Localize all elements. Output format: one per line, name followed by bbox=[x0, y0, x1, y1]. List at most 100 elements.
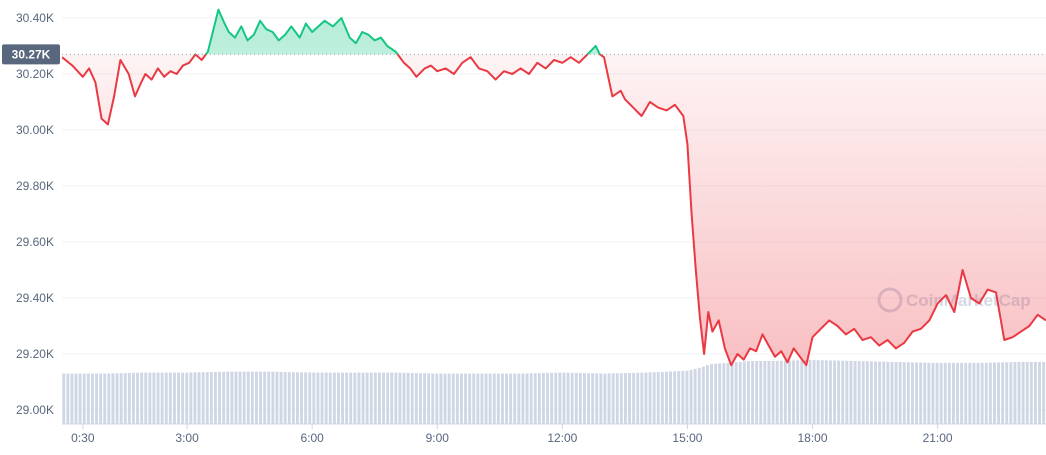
volume-bar bbox=[144, 372, 148, 424]
volume-bar bbox=[874, 361, 877, 424]
volume-bar bbox=[988, 362, 992, 424]
volume-bar bbox=[771, 360, 775, 424]
volume-bar bbox=[496, 373, 500, 424]
volume-bar bbox=[886, 361, 890, 424]
volume-bar bbox=[152, 372, 156, 424]
x-tick-label-1: 3:00 bbox=[175, 431, 199, 445]
price-areas bbox=[62, 9, 1046, 366]
volume-bar bbox=[1025, 361, 1029, 424]
volume-bar bbox=[189, 372, 193, 424]
volume-bar bbox=[624, 373, 627, 424]
volume-bar bbox=[747, 361, 750, 424]
volume-bar bbox=[505, 373, 508, 424]
volume-bar bbox=[480, 373, 484, 424]
volume-bar bbox=[976, 362, 980, 424]
volume-bar bbox=[947, 362, 951, 424]
volume-bar bbox=[804, 360, 808, 424]
volume-bar bbox=[993, 362, 996, 424]
volume-bar bbox=[488, 373, 492, 424]
volume-bar bbox=[378, 372, 381, 424]
volume-bar bbox=[755, 360, 759, 424]
volume-bar bbox=[431, 373, 435, 424]
volume-bar bbox=[156, 372, 160, 424]
volume-bar bbox=[759, 360, 763, 424]
volume-bar bbox=[132, 372, 135, 424]
volume-bar bbox=[271, 371, 275, 424]
volume-bar bbox=[86, 373, 90, 424]
volume-bar bbox=[324, 372, 328, 424]
volume-bar bbox=[238, 371, 242, 424]
volume-bar bbox=[980, 362, 984, 424]
volume-bar bbox=[587, 373, 590, 424]
volume-bar bbox=[927, 362, 931, 424]
volume-bar bbox=[722, 363, 726, 424]
volume-bar bbox=[939, 362, 943, 424]
volume-bar bbox=[550, 372, 554, 424]
volume-bar bbox=[111, 373, 115, 424]
volume-bar bbox=[369, 372, 373, 424]
volume-bar bbox=[394, 372, 398, 424]
volume-bar bbox=[455, 373, 459, 424]
volume-bar bbox=[964, 362, 968, 424]
volume-bar bbox=[730, 362, 734, 424]
volume-bar bbox=[833, 360, 836, 424]
volume-bar bbox=[78, 373, 82, 424]
volume-bar bbox=[406, 372, 410, 424]
volume-bar bbox=[103, 373, 107, 424]
baseline-tag-label: 30.27K bbox=[12, 47, 51, 61]
volume-bar bbox=[259, 371, 262, 424]
volume-bar bbox=[812, 360, 816, 424]
volume-bar bbox=[636, 372, 640, 424]
x-tick-label-6: 18:00 bbox=[797, 431, 827, 445]
y-axis: 30.40K 30.20K 30.00K 29.80K 29.60K 29.40K 29.2… bbox=[16, 11, 54, 417]
volume-bar bbox=[915, 362, 918, 424]
volume-bar bbox=[706, 365, 709, 424]
volume-bar bbox=[640, 372, 644, 424]
volume-bar bbox=[783, 360, 787, 424]
volume-bar bbox=[119, 373, 123, 424]
volume-bar bbox=[439, 373, 443, 424]
volume-bar bbox=[263, 371, 267, 424]
volume-bar bbox=[689, 369, 693, 424]
volume-bar bbox=[173, 372, 176, 424]
volume-bar bbox=[70, 373, 74, 424]
volume-bar bbox=[796, 360, 800, 424]
volume-bar bbox=[878, 361, 882, 424]
volume-bar bbox=[566, 372, 570, 424]
y-tick-label-2: 30.00K bbox=[16, 123, 54, 137]
volume-bar bbox=[681, 370, 685, 424]
volume-bar bbox=[197, 372, 201, 424]
volume-bar bbox=[919, 362, 923, 424]
volume-bar bbox=[242, 371, 246, 424]
volume-bar bbox=[956, 362, 959, 424]
volume-bar bbox=[1042, 361, 1046, 424]
volume-bar bbox=[476, 373, 480, 424]
volume-bar bbox=[935, 362, 939, 424]
volume-bar bbox=[906, 362, 910, 424]
volume-bar bbox=[291, 372, 295, 424]
volume-bar bbox=[328, 372, 332, 424]
volume-bar bbox=[304, 372, 308, 424]
volume-bar bbox=[373, 372, 377, 424]
volume-bar bbox=[205, 372, 209, 424]
volume-bar bbox=[648, 372, 652, 424]
volume-bar bbox=[1029, 361, 1033, 424]
volume-bar bbox=[300, 372, 303, 424]
volume-bar bbox=[267, 371, 271, 424]
volume-bar bbox=[677, 371, 681, 424]
volume-bar bbox=[74, 373, 78, 424]
volume-bar bbox=[492, 373, 496, 424]
volume-bar bbox=[316, 372, 320, 424]
volume-bar bbox=[308, 372, 312, 424]
volume-bar bbox=[365, 372, 369, 424]
volume-bar bbox=[529, 373, 533, 424]
y-tick-label-7: 29.00K bbox=[16, 403, 54, 417]
x-tick-label-5: 15:00 bbox=[672, 431, 702, 445]
volume-bar bbox=[423, 373, 426, 424]
volume-bar bbox=[546, 372, 549, 424]
volume-bar bbox=[209, 372, 213, 424]
volume-bar bbox=[816, 360, 820, 424]
price-line-below bbox=[62, 54, 1046, 367]
